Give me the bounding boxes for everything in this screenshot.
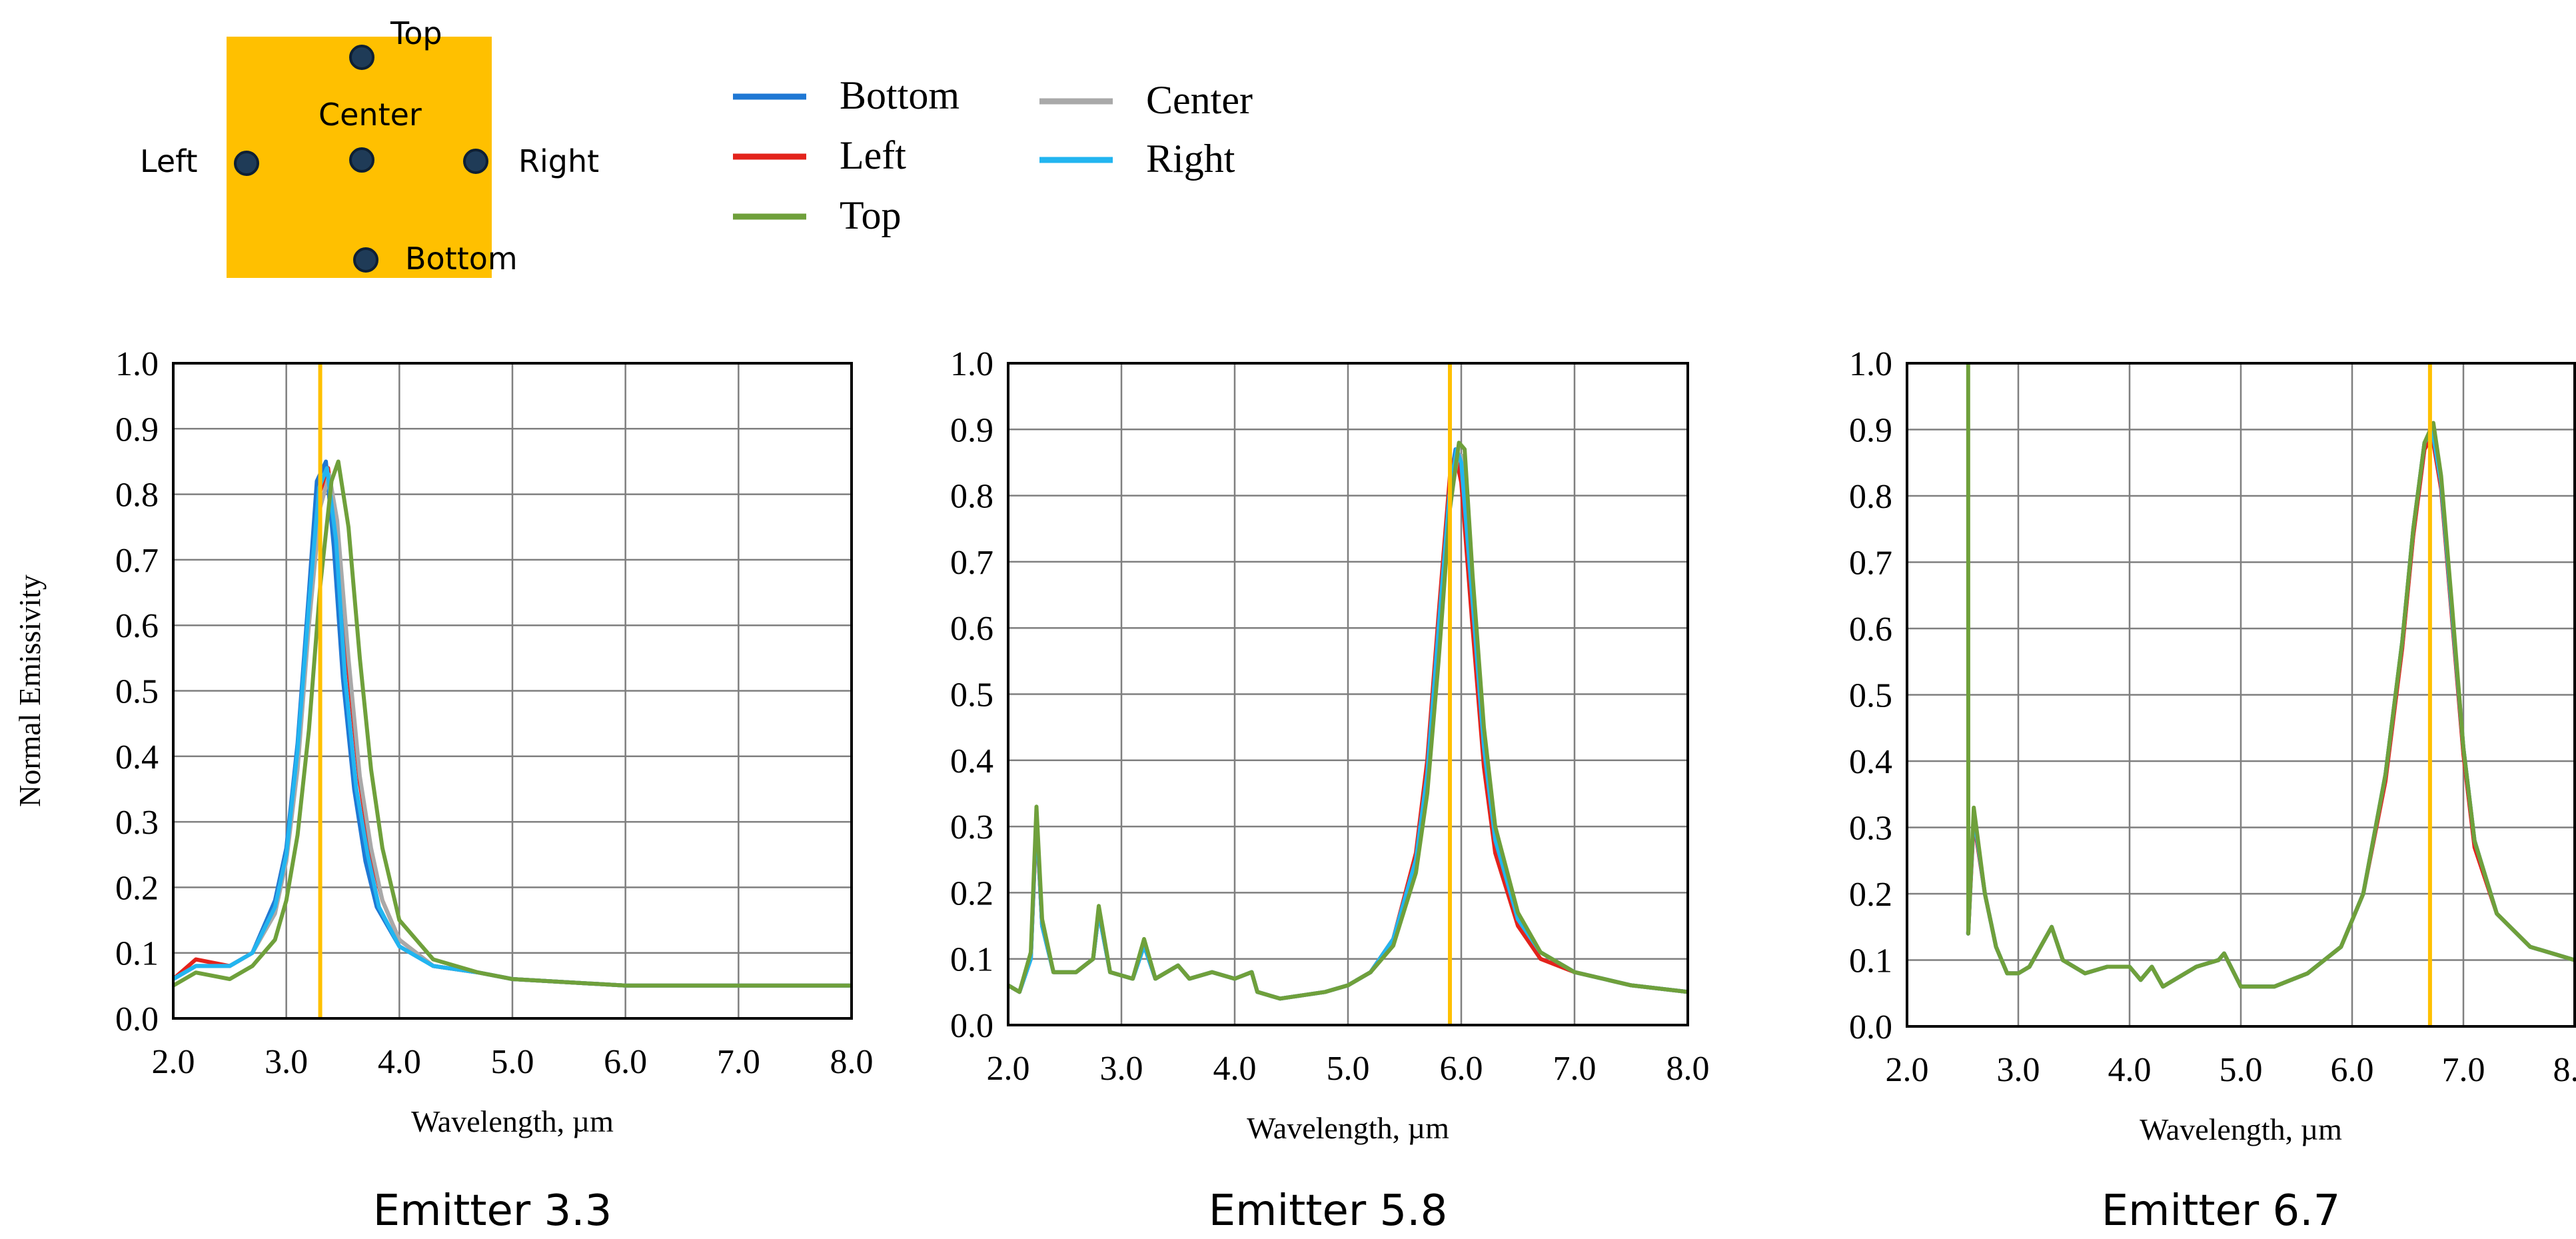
chart-caption: Emitter 5.8 bbox=[1209, 1186, 1448, 1236]
x-tick-label: 8.0 bbox=[1666, 1050, 1710, 1088]
label-left: Left bbox=[140, 143, 198, 179]
chart-emitter-5-8: 0.0 0.1 0.2 0.3 0.4 0.5 0.6 0.7 0.8 0.9 1.0 2.0 3.0 4… bbox=[950, 345, 1710, 1236]
y-tick-label: 0.3 bbox=[1849, 810, 1892, 848]
x-tick-label: 3.0 bbox=[1100, 1050, 1143, 1088]
y-tick-label: 0.3 bbox=[115, 804, 159, 842]
x-tick-label: 3.0 bbox=[1997, 1051, 2040, 1089]
y-tick-label: 0.5 bbox=[1849, 677, 1892, 715]
y-tick-label: 0.9 bbox=[115, 411, 159, 449]
legend: Bottom Left Top Center Right bbox=[733, 73, 1253, 237]
point-top-dot bbox=[349, 45, 374, 70]
label-bottom: Bottom bbox=[405, 241, 518, 277]
x-tick-label: 7.0 bbox=[1553, 1050, 1597, 1088]
y-tick-label: 0.6 bbox=[1849, 611, 1892, 648]
x-axis-label: Wavelength, µm bbox=[2140, 1112, 2342, 1146]
y-tick-label: 0.8 bbox=[950, 478, 993, 516]
x-tick-label: 8.0 bbox=[2553, 1051, 2576, 1089]
x-tick-label: 2.0 bbox=[987, 1050, 1030, 1088]
plot-border bbox=[1007, 362, 1689, 1026]
legend-label-center: Center bbox=[1146, 78, 1253, 122]
series-group bbox=[1008, 441, 1688, 1001]
chart-emitter-6-7: 0.0 0.1 0.2 0.3 0.4 0.5 0.6 0.7 0.8 0.9 1.0 2.0 3.0 4… bbox=[1849, 345, 2576, 1236]
y-tick-label: 0.1 bbox=[1849, 942, 1892, 980]
x-tick-label: 4.0 bbox=[378, 1043, 421, 1081]
y-tick-label: 0.4 bbox=[950, 742, 993, 780]
point-right-dot bbox=[463, 149, 488, 174]
y-tick-label: 0.5 bbox=[115, 673, 159, 711]
x-axis-label: Wavelength, µm bbox=[411, 1104, 614, 1138]
y-tick-label: 1.0 bbox=[115, 345, 159, 383]
y-tick-label: 0.4 bbox=[1849, 743, 1892, 781]
plot-border bbox=[1906, 362, 2576, 1028]
point-left-dot bbox=[234, 151, 259, 176]
y-tick-label: 1.0 bbox=[950, 345, 993, 383]
y-tick-label: 0.2 bbox=[1849, 876, 1892, 914]
x-tick-label: 8.0 bbox=[830, 1043, 874, 1081]
point-bottom-dot bbox=[353, 247, 378, 273]
x-tick-label: 5.0 bbox=[2220, 1051, 2263, 1089]
x-tick-label: 5.0 bbox=[491, 1043, 534, 1081]
label-right: Right bbox=[518, 143, 599, 179]
y-tick-label: 0.9 bbox=[1849, 412, 1892, 450]
y-tick-label: 0.0 bbox=[950, 1007, 993, 1045]
x-tick-label: 7.0 bbox=[717, 1043, 760, 1081]
y-axis-label: Normal Emissivity bbox=[13, 575, 47, 807]
chart-caption: Emitter 3.3 bbox=[373, 1186, 612, 1236]
series-group bbox=[173, 459, 852, 988]
y-tick-label: 0.8 bbox=[1849, 478, 1892, 516]
chart-emitter-3-3: 0.0 0.1 0.2 0.3 0.4 0.5 0.6 0.7 0.8 0.9 1.0 2.0 3.0 4… bbox=[13, 345, 874, 1236]
label-center: Center bbox=[319, 97, 422, 133]
y-tick-label: 0.0 bbox=[1849, 1008, 1892, 1046]
x-tick-label: 7.0 bbox=[2442, 1051, 2485, 1089]
y-tick-label: 0.1 bbox=[950, 941, 993, 979]
legend-label-left: Left bbox=[840, 133, 906, 177]
series-group bbox=[1966, 363, 2575, 989]
y-tick-label: 0.4 bbox=[115, 738, 159, 776]
legend-label-right: Right bbox=[1146, 137, 1235, 181]
y-tick-label: 0.7 bbox=[115, 542, 159, 580]
sample-inset: Top Center Left Right Bottom bbox=[140, 15, 599, 278]
x-tick-label: 6.0 bbox=[1440, 1050, 1483, 1088]
x-tick-label: 4.0 bbox=[2108, 1051, 2152, 1089]
legend-label-bottom: Bottom bbox=[840, 73, 960, 117]
series-line-top bbox=[1966, 363, 2575, 989]
y-tick-label: 0.6 bbox=[115, 607, 159, 645]
x-tick-label: 2.0 bbox=[1886, 1051, 1929, 1089]
x-axis-label: Wavelength, µm bbox=[1247, 1111, 1449, 1145]
legend-label-top: Top bbox=[840, 193, 901, 237]
y-tick-label: 0.7 bbox=[950, 544, 993, 582]
y-tick-label: 0.2 bbox=[950, 874, 993, 912]
y-tick-label: 0.3 bbox=[950, 808, 993, 846]
y-tick-label: 0.8 bbox=[115, 477, 159, 515]
chart-caption: Emitter 6.7 bbox=[2102, 1186, 2341, 1236]
y-tick-label: 0.1 bbox=[115, 935, 159, 973]
label-top: Top bbox=[390, 15, 442, 51]
series-line-top bbox=[1008, 441, 1688, 1001]
y-tick-label: 0.6 bbox=[950, 610, 993, 648]
x-tick-label: 5.0 bbox=[1327, 1050, 1370, 1088]
y-tick-label: 0.9 bbox=[950, 411, 993, 449]
y-tick-label: 1.0 bbox=[1849, 345, 1892, 383]
x-tick-label: 3.0 bbox=[265, 1043, 308, 1081]
x-tick-label: 2.0 bbox=[152, 1043, 195, 1081]
point-center-dot bbox=[349, 147, 374, 173]
y-tick-label: 0.2 bbox=[115, 869, 159, 907]
x-tick-label: 4.0 bbox=[1213, 1050, 1257, 1088]
x-tick-label: 6.0 bbox=[2331, 1051, 2374, 1089]
y-tick-label: 0.5 bbox=[950, 676, 993, 714]
y-tick-label: 0.7 bbox=[1849, 545, 1892, 583]
series-line-top bbox=[173, 459, 852, 988]
x-tick-label: 6.0 bbox=[604, 1043, 647, 1081]
plot-border bbox=[172, 362, 853, 1020]
y-tick-label: 0.0 bbox=[115, 1000, 159, 1038]
